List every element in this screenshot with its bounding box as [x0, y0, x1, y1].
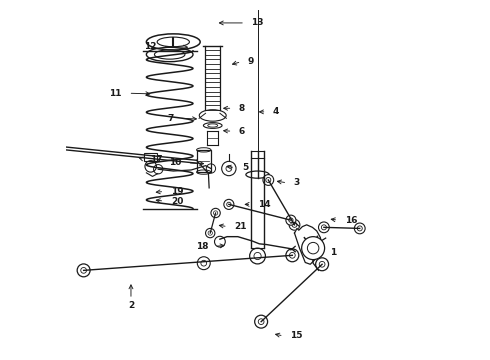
Text: 6: 6	[239, 127, 245, 136]
Circle shape	[289, 220, 300, 230]
Circle shape	[316, 258, 329, 271]
Text: 15: 15	[290, 332, 303, 341]
Text: 11: 11	[109, 89, 122, 98]
Text: 10: 10	[169, 158, 181, 167]
Text: 1: 1	[330, 248, 336, 257]
Circle shape	[318, 222, 329, 233]
Text: 8: 8	[239, 104, 245, 113]
Text: 2: 2	[128, 301, 134, 310]
Circle shape	[215, 236, 225, 247]
Circle shape	[286, 249, 299, 262]
Circle shape	[302, 237, 324, 260]
Text: 4: 4	[273, 107, 279, 116]
Text: 12: 12	[144, 42, 156, 51]
Bar	[144, 153, 157, 161]
Circle shape	[263, 175, 274, 185]
Text: 20: 20	[171, 197, 183, 206]
Text: 9: 9	[248, 57, 254, 66]
Circle shape	[354, 223, 365, 234]
Circle shape	[197, 257, 210, 270]
Text: 16: 16	[344, 216, 357, 225]
Circle shape	[205, 228, 215, 238]
Circle shape	[286, 215, 296, 225]
Circle shape	[211, 208, 220, 218]
Text: 21: 21	[234, 222, 247, 231]
Text: 13: 13	[251, 18, 264, 27]
Text: 5: 5	[242, 163, 248, 172]
Text: 18: 18	[196, 242, 208, 251]
Circle shape	[255, 315, 268, 328]
Text: 17: 17	[150, 155, 163, 164]
Text: 19: 19	[171, 187, 183, 196]
Text: 7: 7	[167, 114, 173, 123]
Circle shape	[224, 199, 234, 210]
Circle shape	[77, 264, 90, 277]
Text: 14: 14	[258, 200, 270, 209]
Polygon shape	[294, 225, 322, 264]
Bar	[196, 150, 211, 172]
Text: 3: 3	[294, 178, 300, 187]
